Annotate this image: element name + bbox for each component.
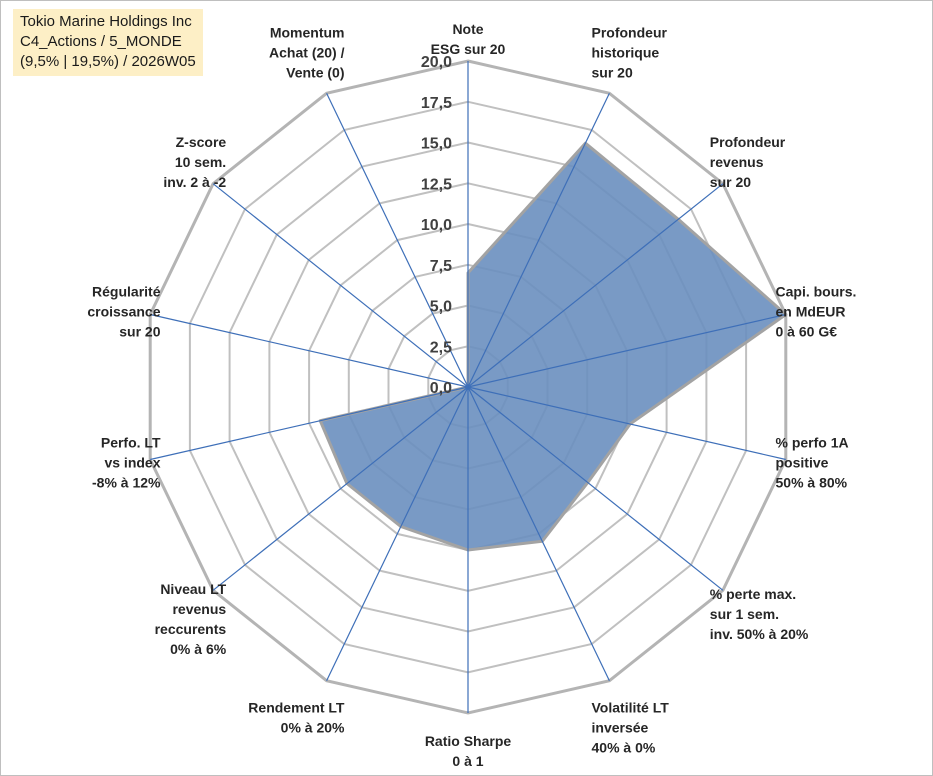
axis-label-9-line-2: reccurents (155, 621, 227, 637)
axis-label-10-line-2: -8% à 12% (92, 475, 161, 491)
title-line-company: Tokio Marine Holdings Inc (20, 13, 192, 30)
axis-label-4-line-2: 50% à 80% (776, 475, 848, 491)
axis-label-0-line-0: Note (452, 21, 483, 37)
spoke-13 (326, 93, 469, 388)
spoke-3 (467, 313, 786, 388)
axis-label-1-line-1: historique (592, 45, 660, 61)
axis-label-5: % perte max. sur 1 sem. inv. 50% à 20% (710, 586, 809, 642)
axis-label-2: Profondeur revenus sur 20 (710, 134, 786, 190)
spoke-9 (212, 386, 469, 591)
tick-label-3: 7,5 (430, 258, 452, 275)
axis-label-5-line-0: % perte max. (710, 586, 796, 602)
spoke-1 (467, 93, 610, 388)
axis-label-8-line-0: Rendement LT (248, 699, 345, 715)
title-line-category: C4_Actions / 5_MONDE (20, 33, 182, 50)
axis-label-12-line-0: Z-score (176, 134, 227, 150)
axis-label-13: Momentum Achat (20) / Vente (0) (269, 25, 345, 81)
axis-label-4: % perfo 1A positive 50% à 80% (776, 435, 849, 491)
radar-spokes (150, 61, 786, 713)
axis-label-6-line-1: inversée (592, 719, 649, 735)
axis-label-9-line-1: revenus (172, 601, 226, 617)
axis-label-3: Capi. bours. en MdEUR 0 à 60 G€ (776, 283, 857, 339)
axis-label-10-line-0: Perfo. LT (101, 435, 161, 451)
radial-tick-labels: 0,0 2,5 5,0 7,5 10,0 12,5 15,0 17,5 20,0 (421, 54, 452, 397)
axis-label-5-line-1: sur 1 sem. (710, 606, 779, 622)
tick-label-6: 15,0 (421, 136, 452, 153)
axis-label-10: Perfo. LT vs index -8% à 12% (92, 435, 161, 491)
tick-label-0: 0,0 (430, 380, 452, 397)
axis-label-6: Volatilité LT inversée 40% à 0% (592, 699, 670, 755)
axis-label-9-line-3: 0% à 6% (170, 641, 227, 657)
spoke-5 (467, 386, 724, 591)
axis-label-7-line-0: Ratio Sharpe (425, 733, 512, 749)
tick-label-1: 2,5 (430, 339, 452, 356)
spoke-2 (467, 183, 724, 388)
tick-label-7: 17,5 (421, 95, 452, 112)
tick-label-2: 5,0 (430, 299, 452, 316)
axis-label-7-line-1: 0 à 1 (452, 753, 483, 769)
axis-label-9: Niveau LT revenus reccurents 0% à 6% (155, 581, 227, 657)
axis-label-0-line-1: ESG sur 20 (431, 41, 506, 57)
axis-label-11: Régularité croissance sur 20 (87, 283, 160, 339)
spoke-10 (150, 386, 469, 461)
axis-label-13-line-2: Vente (0) (286, 65, 344, 81)
axis-label-11-line-0: Régularité (92, 283, 161, 299)
axis-label-12: Z-score 10 sem. inv. 2 à -2 (163, 134, 226, 190)
axis-label-1-line-0: Profondeur (592, 25, 668, 41)
series-area-0 (318, 141, 788, 552)
axis-label-7: Ratio Sharpe 0 à 1 (425, 733, 512, 769)
tick-label-4: 10,0 (421, 217, 452, 234)
spoke-11 (150, 313, 469, 388)
axis-label-1-line-2: sur 20 (592, 65, 633, 81)
axis-label-5-line-2: inv. 50% à 20% (710, 626, 809, 642)
chart-title-box: Tokio Marine Holdings Inc C4_Actions / 5… (13, 9, 203, 76)
axis-label-11-line-2: sur 20 (119, 323, 160, 339)
axis-label-9-line-0: Niveau LT (160, 581, 226, 597)
axis-label-8: Rendement LT 0% à 20% (248, 699, 345, 735)
tick-label-8: 20,0 (421, 54, 452, 71)
spoke-8 (326, 386, 469, 681)
axis-label-12-line-1: 10 sem. (175, 154, 226, 170)
axis-label-1: Profondeur historique sur 20 (592, 25, 668, 81)
axis-label-2-line-0: Profondeur (710, 134, 786, 150)
axis-label-0: Note ESG sur 20 (431, 21, 506, 57)
tick-label-5: 12,5 (421, 176, 452, 193)
axis-label-3-line-2: 0 à 60 G€ (776, 323, 838, 339)
axis-label-13-line-1: Achat (20) / (269, 45, 345, 61)
axis-label-4-line-1: positive (776, 455, 829, 471)
axis-label-8-line-1: 0% à 20% (281, 719, 345, 735)
axis-label-6-line-0: Volatilité LT (592, 699, 670, 715)
spoke-4 (467, 386, 786, 461)
title-line-period: (9,5% | 19,5%) / 2026W05 (20, 53, 196, 70)
spoke-6 (467, 386, 610, 681)
axis-label-6-line-2: 40% à 0% (592, 739, 656, 755)
axis-label-10-line-1: vs index (104, 455, 160, 471)
axis-label-12-line-2: inv. 2 à -2 (163, 174, 226, 190)
spoke-12 (212, 183, 469, 388)
axis-label-3-line-1: en MdEUR (776, 303, 846, 319)
axis-label-11-line-1: croissance (87, 303, 160, 319)
axis-labels: Note ESG sur 20 Profondeur historique sur 20… (87, 21, 856, 769)
axis-label-4-line-0: % perfo 1A (776, 435, 849, 451)
axis-label-13-line-0: Momentum (270, 25, 345, 41)
axis-label-3-line-0: Capi. bours. (776, 283, 857, 299)
axis-label-2-line-2: sur 20 (710, 174, 751, 190)
axis-label-2-line-1: revenus (710, 154, 764, 170)
